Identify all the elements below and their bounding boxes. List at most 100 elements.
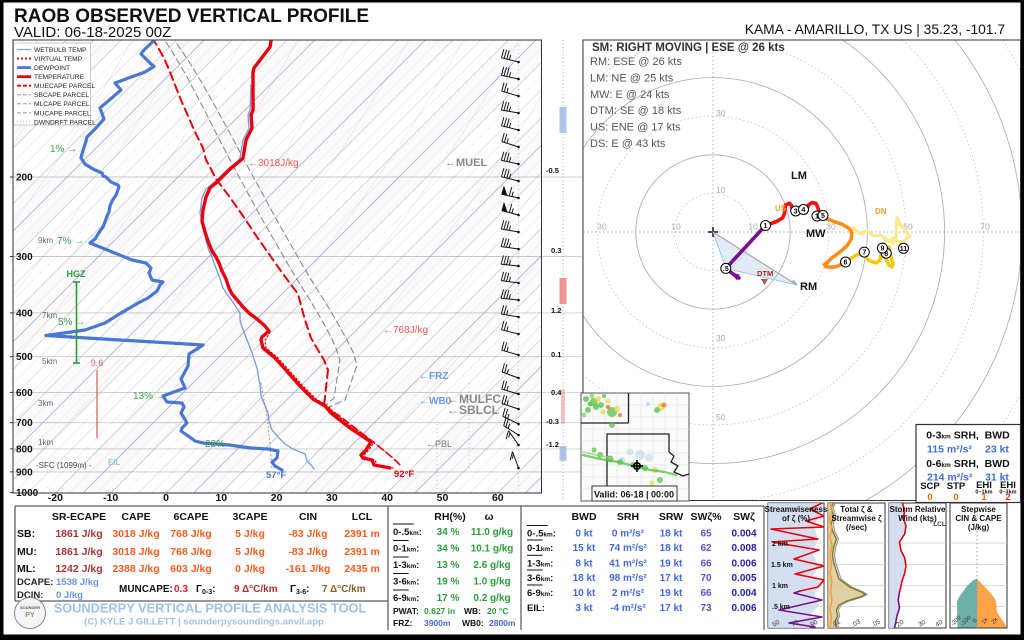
svg-text:0 J/kg: 0 J/kg xyxy=(56,590,83,601)
svg-text:2.6 g/kg: 2.6 g/kg xyxy=(473,560,510,571)
svg-text:(/sec): (/sec) xyxy=(846,523,867,532)
svg-text:0.2 g/kg: 0.2 g/kg xyxy=(473,593,510,604)
svg-text:.5: .5 xyxy=(723,266,729,273)
svg-text:0.008: 0.008 xyxy=(731,543,756,554)
svg-text:5 J/kg: 5 J/kg xyxy=(235,528,265,540)
svg-text:.03: .03 xyxy=(851,618,863,629)
svg-text:DTM: DTM xyxy=(757,269,773,278)
svg-text:0 kt: 0 kt xyxy=(575,529,593,540)
svg-text:1242 J/kg: 1242 J/kg xyxy=(55,563,102,575)
svg-text:30: 30 xyxy=(597,222,607,232)
svg-text:VALID: 06-18-2025 00Z: VALID: 06-18-2025 00Z xyxy=(14,24,171,41)
svg-text:←PBL: ←PBL xyxy=(426,439,452,449)
svg-text:Streamwise ζ: Streamwise ζ xyxy=(831,514,882,523)
svg-text:0.1: 0.1 xyxy=(551,350,561,359)
svg-text:-83 J/kg: -83 J/kg xyxy=(288,546,327,558)
svg-text:30: 30 xyxy=(716,108,726,118)
svg-text:1-3km:: 1-3km: xyxy=(393,560,419,571)
svg-text:DCIN:: DCIN: xyxy=(17,590,43,601)
svg-text:20: 20 xyxy=(895,619,905,629)
svg-text:700: 700 xyxy=(16,418,33,429)
svg-text:15 kt: 15 kt xyxy=(573,543,596,554)
svg-text:10: 10 xyxy=(671,222,681,232)
svg-text:3018 J/kg: 3018 J/kg xyxy=(112,528,159,540)
svg-text:10 kt: 10 kt xyxy=(573,588,596,599)
svg-text:3-6km:: 3-6km: xyxy=(393,577,419,588)
svg-text:1.5 km: 1.5 km xyxy=(771,562,793,569)
svg-text:18 kt: 18 kt xyxy=(660,529,683,540)
svg-text:7km: 7km xyxy=(42,311,57,320)
svg-text:50: 50 xyxy=(437,492,449,504)
svg-text:LCL: LCL xyxy=(352,511,373,523)
svg-text:-83 J/kg: -83 J/kg xyxy=(288,528,327,540)
svg-text:34 %: 34 % xyxy=(437,544,460,555)
svg-text:768 J/kg: 768 J/kg xyxy=(170,528,211,540)
svg-text:11.0 g/kg: 11.0 g/kg xyxy=(471,527,513,538)
svg-text:3900m: 3900m xyxy=(424,618,451,628)
svg-text:DWNDRFT PARCEL: DWNDRFT PARCEL xyxy=(34,119,96,126)
svg-text:10.1 g/kg: 10.1 g/kg xyxy=(471,544,514,555)
svg-text:5% →: 5% → xyxy=(58,317,85,328)
svg-text:66: 66 xyxy=(700,588,712,599)
svg-text:VIRTUAL TEMP: VIRTUAL TEMP xyxy=(34,56,83,63)
svg-text:SWζ: SWζ xyxy=(733,511,755,523)
svg-text:10: 10 xyxy=(716,185,726,195)
svg-text:EHI: EHI xyxy=(976,480,992,491)
svg-text:0–1km: 0–1km xyxy=(975,490,992,496)
svg-text:30: 30 xyxy=(326,492,338,504)
svg-text:9.6: 9.6 xyxy=(91,358,104,368)
svg-text:DS: E @ 43 kts: DS: E @ 43 kts xyxy=(590,138,666,150)
svg-text:0.006: 0.006 xyxy=(731,558,756,569)
svg-text:7% →: 7% → xyxy=(57,236,84,247)
svg-text:1861 J/kg: 1861 J/kg xyxy=(55,528,102,540)
svg-text:0 m²/s²: 0 m²/s² xyxy=(612,529,645,540)
svg-text:98 m²/s²: 98 m²/s² xyxy=(609,573,647,584)
svg-text:400: 400 xyxy=(16,308,33,319)
svg-text:13 %: 13 % xyxy=(437,560,460,571)
svg-text:.5 km: .5 km xyxy=(772,604,790,611)
svg-text:1861 J/kg: 1861 J/kg xyxy=(55,546,102,558)
svg-text:RM: RM xyxy=(800,281,817,293)
svg-text:TEMPERATURE: TEMPERATURE xyxy=(34,74,85,81)
svg-text:(C) KYLE J GILLETT | sounderpy: (C) KYLE J GILLETT | sounderpysoundings.… xyxy=(84,617,324,628)
svg-text:200: 200 xyxy=(16,173,33,184)
svg-text:-0.5: -0.5 xyxy=(546,166,559,175)
svg-text:6CAPE: 6CAPE xyxy=(173,511,208,523)
svg-text:0.627 in: 0.627 in xyxy=(424,606,455,616)
svg-text:US: ENE @ 17 kts: US: ENE @ 17 kts xyxy=(590,122,681,134)
svg-text:3-6km:: 3-6km: xyxy=(527,573,553,584)
svg-text:Storm Relative: Storm Relative xyxy=(889,505,946,514)
svg-text:Valid: 06-18 | 00:00: Valid: 06-18 | 00:00 xyxy=(594,490,674,500)
svg-text:Total ζ &: Total ζ & xyxy=(840,505,873,514)
svg-text:of ζ (%): of ζ (%) xyxy=(782,514,810,523)
svg-text:MLCAPE PARCEL: MLCAPE PARCEL xyxy=(34,101,90,108)
svg-text:7 Δ°C/km: 7 Δ°C/km xyxy=(322,584,366,595)
svg-text:RH(%): RH(%) xyxy=(434,511,466,523)
svg-text:3: 3 xyxy=(794,209,798,216)
svg-text:2: 2 xyxy=(1005,492,1010,503)
svg-text:0-3km SRH, BWD: 0-3km SRH, BWD xyxy=(926,430,1010,442)
svg-text:LM: NE @ 25 kts: LM: NE @ 25 kts xyxy=(590,72,674,84)
svg-text:17 kt: 17 kt xyxy=(660,603,683,614)
svg-text:2388 J/kg: 2388 J/kg xyxy=(112,563,159,575)
svg-text:SWζ%: SWζ% xyxy=(690,511,722,523)
svg-text:←FRZ: ←FRZ xyxy=(419,371,448,382)
svg-text:-1.2: -1.2 xyxy=(546,440,559,449)
svg-text:70: 70 xyxy=(980,222,990,232)
svg-text:5km: 5km xyxy=(42,357,57,366)
svg-text:70: 70 xyxy=(700,573,712,584)
svg-text:10: 10 xyxy=(215,492,227,504)
svg-text:92°F: 92°F xyxy=(394,469,414,480)
svg-text:4: 4 xyxy=(802,207,806,214)
svg-text:KAMA - AMARILLO, TX US | 35.23: KAMA - AMARILLO, TX US | 35.23, -101.7 xyxy=(745,22,1005,37)
svg-text:0-.5km:: 0-.5km: xyxy=(527,529,556,540)
svg-text:3km: 3km xyxy=(38,399,53,408)
svg-text:CIN: CIN xyxy=(299,511,317,523)
svg-text:PWAT:: PWAT: xyxy=(393,606,419,616)
svg-text:50: 50 xyxy=(771,619,781,629)
svg-text:1000: 1000 xyxy=(16,488,39,499)
svg-text:9km: 9km xyxy=(38,236,53,245)
svg-text:SBCAPE PARCEL: SBCAPE PARCEL xyxy=(34,92,90,99)
svg-text:50: 50 xyxy=(716,412,726,422)
svg-text:RAOB OBSERVED VERTICAL PROFILE: RAOB OBSERVED VERTICAL PROFILE xyxy=(14,6,369,27)
